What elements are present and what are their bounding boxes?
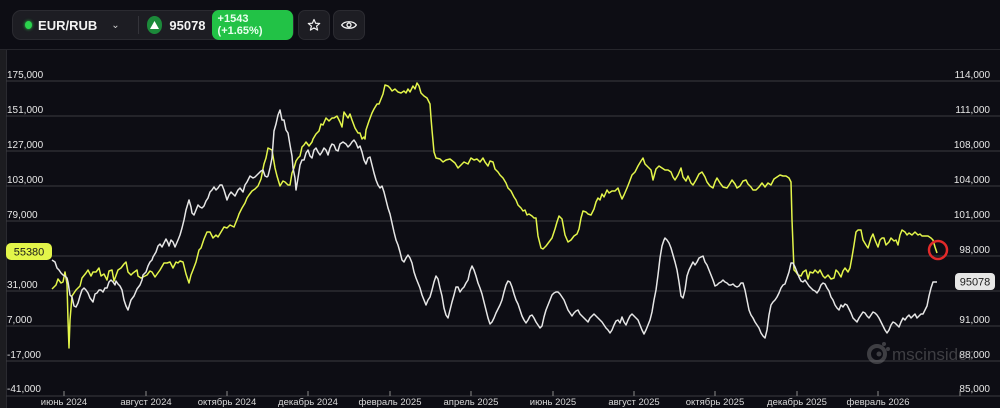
svg-text:февраль 2025: февраль 2025 xyxy=(359,397,422,408)
svg-text:июнь 2024: июнь 2024 xyxy=(41,397,87,408)
star-icon xyxy=(307,18,321,31)
watermark: mscinsider xyxy=(867,342,974,364)
divider xyxy=(137,16,139,34)
svg-text:104,000: 104,000 xyxy=(954,175,991,186)
svg-text:127,000: 127,000 xyxy=(7,140,44,151)
svg-text:88,000: 88,000 xyxy=(959,350,990,361)
svg-text:101,000: 101,000 xyxy=(954,210,991,221)
svg-text:октябрь 2024: октябрь 2024 xyxy=(198,397,257,408)
left-axis: 175,000 151,000 127,000 103,000 79,000 3… xyxy=(7,70,44,395)
chart-frame xyxy=(6,0,1000,408)
price-chart[interactable]: 175,000 151,000 127,000 103,000 79,000 3… xyxy=(0,50,1000,408)
svg-text:111,000: 111,000 xyxy=(955,105,990,116)
favorite-button[interactable] xyxy=(298,10,330,40)
svg-text:95078: 95078 xyxy=(960,277,991,289)
svg-text:79,000: 79,000 xyxy=(7,210,38,221)
svg-text:98,000: 98,000 xyxy=(959,245,990,256)
white-series-line xyxy=(51,109,937,339)
instrument-pill[interactable]: EUR/RUB ⌄ 95078 +1543 (+1.65%) xyxy=(12,10,294,40)
svg-text:175,000: 175,000 xyxy=(7,70,44,81)
gridlines xyxy=(6,80,1000,397)
svg-text:103,000: 103,000 xyxy=(7,175,44,186)
svg-text:-17,000: -17,000 xyxy=(7,350,41,361)
svg-text:31,000: 31,000 xyxy=(7,280,38,291)
watch-button[interactable] xyxy=(333,10,365,40)
right-current-value-badge: 95078 xyxy=(955,273,995,290)
svg-text:114,000: 114,000 xyxy=(955,70,991,81)
svg-text:-41,000: -41,000 xyxy=(7,384,41,395)
eye-icon xyxy=(341,21,357,29)
svg-text:апрель 2025: апрель 2025 xyxy=(444,397,499,408)
svg-text:55380: 55380 xyxy=(14,247,45,259)
instrument-name: EUR/RUB xyxy=(38,17,98,33)
highlight-circle xyxy=(927,239,949,261)
svg-text:август 2024: август 2024 xyxy=(120,397,171,408)
svg-text:июнь 2025: июнь 2025 xyxy=(530,397,576,408)
svg-text:декабрь 2025: декабрь 2025 xyxy=(767,397,827,408)
live-status-dot xyxy=(25,21,33,29)
svg-text:108,000: 108,000 xyxy=(954,140,991,151)
svg-text:91,000: 91,000 xyxy=(959,315,990,326)
watermark-text: mscinsider xyxy=(892,345,974,364)
current-price: 95078 xyxy=(169,17,206,33)
svg-text:151,000: 151,000 xyxy=(7,105,44,116)
price-change-badge: +1543 (+1.65%) xyxy=(211,10,293,40)
x-axis: июнь 2024 август 2024 октябрь 2024 декаб… xyxy=(6,391,1000,408)
svg-text:октябрь 2025: октябрь 2025 xyxy=(686,397,745,408)
top-bar: EUR/RUB ⌄ 95078 +1543 (+1.65%) xyxy=(0,0,1000,50)
svg-text:февраль 2026: февраль 2026 xyxy=(847,397,910,408)
svg-text:85,000: 85,000 xyxy=(959,384,990,395)
chevron-down-icon[interactable]: ⌄ xyxy=(111,19,120,31)
svg-text:август 2025: август 2025 xyxy=(608,397,659,408)
right-axis: 114,000 111,000 108,000 104,000 101,000 … xyxy=(954,70,991,395)
svg-text:7,000: 7,000 xyxy=(7,315,32,326)
left-current-value-badge: 55380 xyxy=(6,243,52,260)
svg-text:декабрь 2024: декабрь 2024 xyxy=(278,397,338,408)
trend-up-icon xyxy=(146,16,163,34)
